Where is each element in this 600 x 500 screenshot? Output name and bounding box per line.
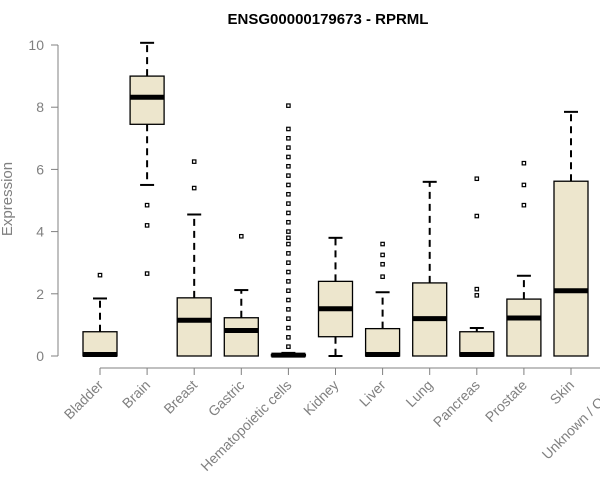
outlier-point	[286, 136, 291, 141]
outlier-point	[286, 163, 291, 169]
outlier-point	[286, 260, 291, 266]
outlier-point	[286, 229, 291, 234]
box-pancreas	[459, 176, 495, 357]
iqr-box	[553, 180, 589, 357]
chart-title: ENSG00000179673 - RPRML	[228, 11, 429, 28]
outlier-point	[286, 219, 291, 225]
box-gastric	[223, 233, 259, 357]
x-tick-label: Lung	[402, 377, 435, 410]
outlier-point	[521, 182, 527, 188]
outlier-point	[380, 252, 385, 258]
outlier-point	[239, 233, 244, 239]
outlier-point	[286, 325, 291, 331]
outlier-point	[286, 297, 291, 303]
y-axis: 0 2 4 6 8 10	[28, 37, 59, 364]
outlier-point	[380, 274, 385, 279]
outlier-point	[380, 261, 385, 267]
outlier-point	[144, 223, 150, 228]
outlier-point	[521, 160, 527, 166]
outlier-point	[380, 241, 385, 247]
outlier-point	[286, 191, 291, 197]
outlier-point	[286, 241, 291, 247]
outlier-point	[286, 126, 291, 132]
y-tick-label: 8	[36, 99, 44, 115]
outlier-point	[144, 202, 150, 208]
outlier-point	[286, 307, 291, 312]
outlier-point	[286, 235, 291, 241]
outlier-point	[286, 316, 291, 321]
y-axis-label: Expression	[0, 162, 16, 236]
x-tick-label: Prostate	[482, 377, 530, 425]
outlier-point	[286, 182, 291, 188]
outlier-point	[286, 145, 291, 150]
outlier-point	[474, 286, 480, 292]
outlier-point	[286, 210, 291, 216]
box-series	[82, 41, 589, 358]
y-tick-label: 2	[36, 286, 44, 302]
outlier-point	[286, 251, 291, 256]
outlier-point	[191, 185, 197, 191]
y-tick-label: 4	[36, 224, 44, 240]
outlier-point	[144, 271, 150, 276]
x-tick-label: Pancreas	[430, 377, 483, 430]
outlier-point	[474, 293, 480, 298]
outlier-point	[286, 288, 291, 293]
box-liver	[364, 241, 401, 357]
y-tick-label: 10	[28, 37, 44, 53]
box-breast	[176, 159, 212, 357]
box-kidney	[317, 236, 354, 357]
x-tick-label: Breast	[160, 377, 200, 417]
outlier-point	[474, 213, 480, 219]
outlier-point	[286, 344, 291, 349]
outlier-point	[286, 103, 291, 108]
outlier-point	[474, 176, 480, 182]
outlier-point	[521, 202, 527, 208]
x-tick-label: Liver	[356, 377, 389, 410]
x-tick-label: Hematopoietic cells	[197, 377, 294, 474]
x-tick-label: Kidney	[300, 377, 342, 419]
iqr-box	[129, 75, 165, 125]
iqr-box	[176, 297, 212, 357]
box-skin	[553, 110, 589, 357]
outlier-point	[97, 272, 103, 278]
x-tick-label: Brain	[119, 377, 153, 411]
box-lung	[412, 180, 448, 357]
outlier-point	[286, 279, 291, 284]
outlier-point	[286, 173, 291, 178]
outlier-point	[191, 159, 197, 164]
box-bladder	[82, 272, 118, 357]
outlier-point	[286, 269, 291, 275]
outlier-point	[286, 335, 291, 340]
outlier-point	[286, 201, 291, 206]
iqr-box	[364, 327, 401, 357]
y-tick-label: 0	[36, 348, 44, 364]
y-tick-label: 6	[36, 161, 44, 177]
outlier-point	[286, 154, 291, 160]
box-hematopoietic-cells	[270, 103, 307, 358]
box-prostate	[506, 160, 542, 357]
iqr-box	[506, 298, 542, 357]
x-tick-label: Gastric	[205, 377, 248, 420]
x-tick-label: Skin	[547, 377, 578, 408]
x-tick-label: Bladder	[61, 377, 107, 423]
iqr-box	[223, 317, 259, 357]
box-brain	[129, 41, 165, 276]
